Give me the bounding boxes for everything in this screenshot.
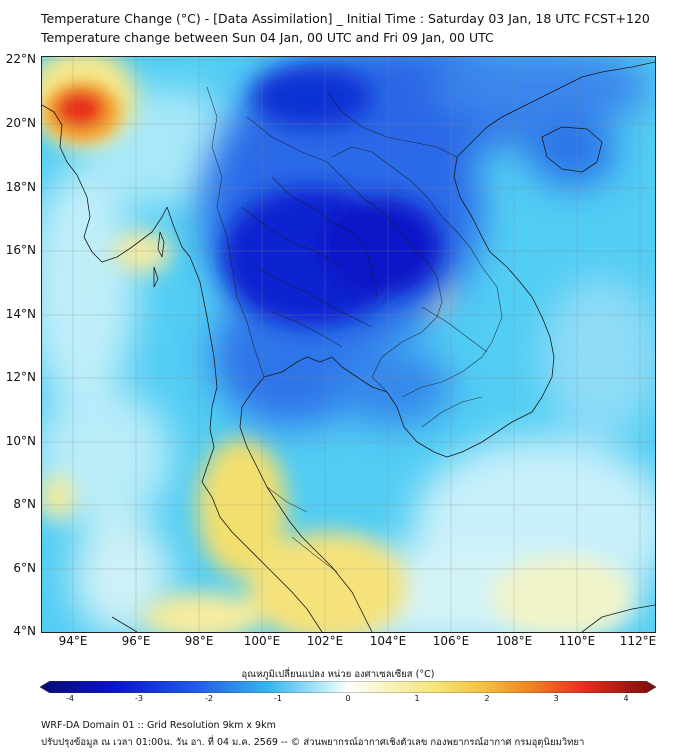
lon-label: 106°E (432, 634, 470, 648)
lat-label: 14°N (5, 307, 36, 321)
colorbar-tick: 2 (484, 694, 490, 703)
field-hot-area (44, 82, 120, 142)
colorbar-tick: 1 (414, 694, 420, 703)
colorbar (40, 681, 656, 693)
lat-label: 4°N (13, 624, 36, 638)
lon-label: 98°E (184, 634, 214, 648)
model-info: WRF-DA Domain 01 :: Grid Resolution 9km … (41, 720, 276, 731)
lat-label: 22°N (5, 52, 36, 66)
graticule (42, 57, 655, 632)
colorbar-tick: 0 (345, 694, 351, 703)
lon-label: 108°E (495, 634, 533, 648)
colorbar-tick: -1 (274, 694, 282, 703)
map-title: Temperature Change (°C) - [Data Assimila… (41, 11, 650, 26)
lat-label: 16°N (5, 243, 36, 257)
lat-label: 6°N (13, 561, 36, 575)
copyright-note: ปรับปรุงข้อมูล ณ เวลา 01:00น. วัน อา. ที… (41, 737, 585, 748)
temperature-change-map (41, 56, 656, 633)
lat-label: 12°N (5, 370, 36, 384)
country-borders (206, 86, 503, 573)
lat-label: 10°N (5, 434, 36, 448)
colorbar-gradient (40, 681, 656, 693)
map-canvas (42, 57, 655, 632)
colorbar-tick: -3 (135, 694, 143, 703)
lon-label: 96°E (121, 634, 151, 648)
colorbar-tick: -2 (205, 694, 213, 703)
lon-label: 100°E (243, 634, 281, 648)
map-subtitle: Temperature change between Sun 04 Jan, 0… (41, 30, 494, 45)
lat-label: 20°N (5, 116, 36, 130)
lon-label: 112°E (619, 634, 657, 648)
coastlines (42, 61, 655, 632)
lat-label: 18°N (5, 180, 36, 194)
colorbar-tick: -4 (66, 694, 74, 703)
colorbar-tick: 4 (623, 694, 629, 703)
lon-label: 104°E (369, 634, 407, 648)
lat-label: 8°N (13, 497, 36, 511)
lon-label: 102°E (306, 634, 344, 648)
lon-label: 94°E (58, 634, 88, 648)
colorbar-title: อุณหภูมิเปลี่ยนแปลง หน่วย องศาเซลเซียส (… (241, 669, 435, 680)
lon-label: 110°E (558, 634, 596, 648)
colorbar-tick: 3 (553, 694, 559, 703)
